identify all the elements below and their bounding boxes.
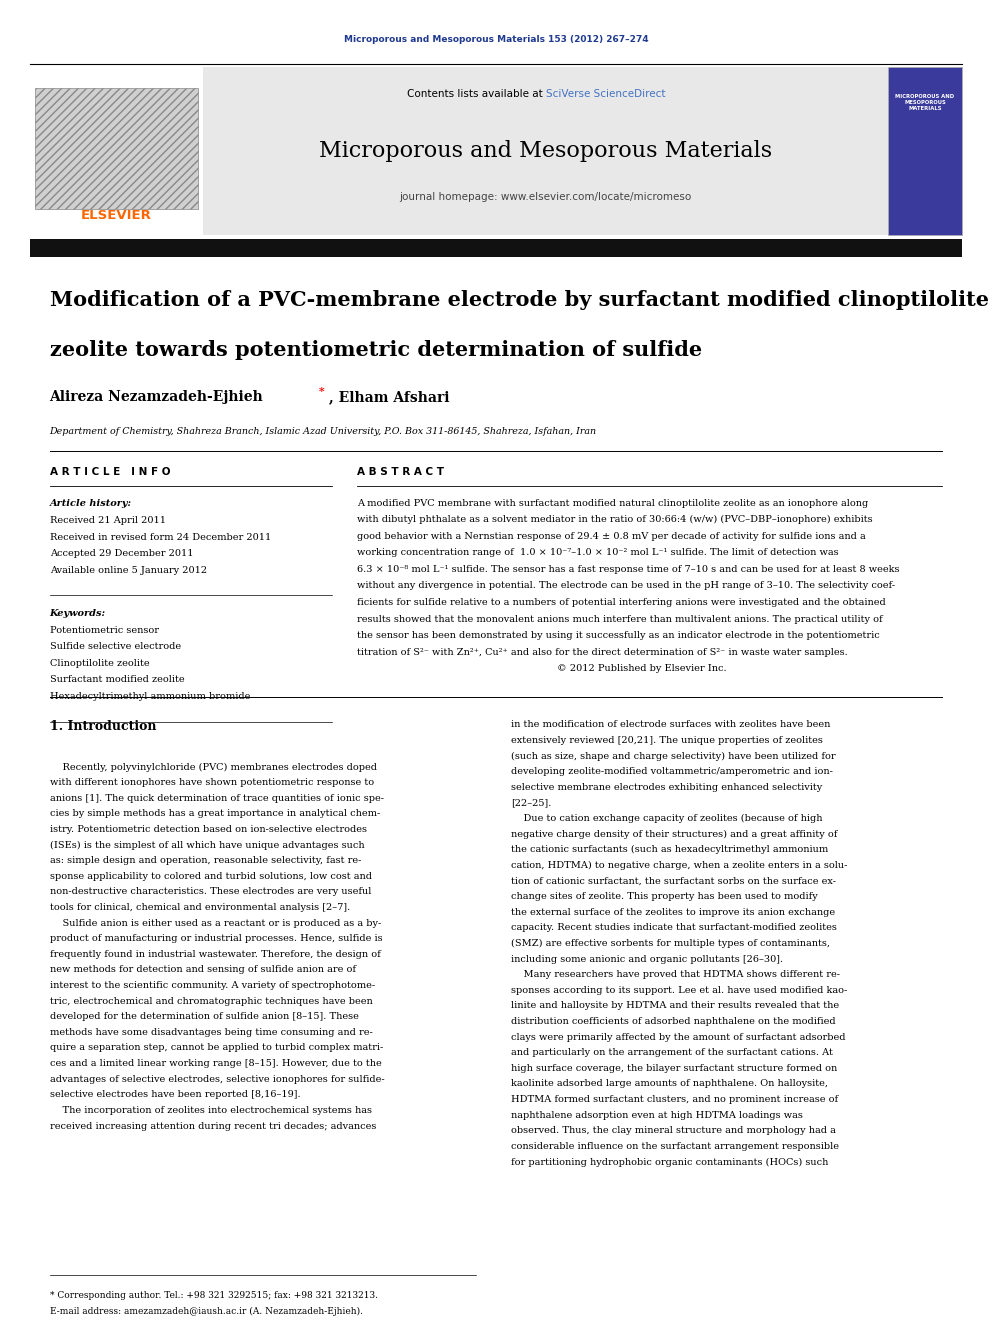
Text: , Elham Afshari: , Elham Afshari (329, 390, 449, 405)
Text: Contents lists available at: Contents lists available at (407, 89, 546, 99)
Text: received increasing attention during recent tri decades; advances: received increasing attention during rec… (50, 1122, 376, 1131)
Text: ELSEVIER: ELSEVIER (81, 209, 152, 222)
Text: sponses according to its support. Lee et al. have used modified kao-: sponses according to its support. Lee et… (511, 986, 847, 995)
Text: sponse applicability to colored and turbid solutions, low cost and: sponse applicability to colored and turb… (50, 872, 372, 881)
Text: ces and a limited linear working range [8–15]. However, due to the: ces and a limited linear working range [… (50, 1060, 381, 1068)
Text: Sulfide anion is either used as a reactant or is produced as a by-: Sulfide anion is either used as a reacta… (50, 918, 381, 927)
Text: Clinoptilolite zeolite: Clinoptilolite zeolite (50, 659, 149, 668)
Text: HDTMA formed surfactant clusters, and no prominent increase of: HDTMA formed surfactant clusters, and no… (511, 1095, 838, 1105)
Text: good behavior with a Nernstian response of 29.4 ± 0.8 mV per decade of activity : good behavior with a Nernstian response … (357, 532, 866, 541)
Text: linite and halloysite by HDTMA and their results revealed that the: linite and halloysite by HDTMA and their… (511, 1002, 839, 1011)
Text: kaolinite adsorbed large amounts of naphthalene. On halloysite,: kaolinite adsorbed large amounts of naph… (511, 1080, 828, 1089)
Text: Accepted 29 December 2011: Accepted 29 December 2011 (50, 549, 193, 558)
Text: Potentiometric sensor: Potentiometric sensor (50, 626, 159, 635)
Text: Keywords:: Keywords: (50, 609, 106, 618)
Text: extensively reviewed [20,21]. The unique properties of zeolites: extensively reviewed [20,21]. The unique… (511, 736, 822, 745)
Text: Many researchers have proved that HDTMA shows different re-: Many researchers have proved that HDTMA … (511, 970, 840, 979)
Text: Hexadecyltrimethyl ammonium bromide: Hexadecyltrimethyl ammonium bromide (50, 692, 250, 701)
Text: Article history:: Article history: (50, 499, 132, 508)
Text: the sensor has been demonstrated by using it successfully as an indicator electr: the sensor has been demonstrated by usin… (357, 631, 880, 640)
Text: [22–25].: [22–25]. (511, 799, 552, 807)
Text: and particularly on the arrangement of the surfactant cations. At: and particularly on the arrangement of t… (511, 1048, 832, 1057)
Text: non-destructive characteristics. These electrodes are very useful: non-destructive characteristics. These e… (50, 888, 371, 897)
Text: Recently, polyvinylchloride (PVC) membranes electrodes doped: Recently, polyvinylchloride (PVC) membra… (50, 762, 377, 771)
Text: E-mail address: amezamzadeh@iaush.ac.ir (A. Nezamzadeh-Ejhieh).: E-mail address: amezamzadeh@iaush.ac.ir … (50, 1307, 363, 1316)
Text: The incorporation of zeolites into electrochemical systems has: The incorporation of zeolites into elect… (50, 1106, 372, 1115)
Text: cation, HDTMA) to negative charge, when a zeolite enters in a solu-: cation, HDTMA) to negative charge, when … (511, 861, 847, 871)
Text: (ISEs) is the simplest of all which have unique advantages such: (ISEs) is the simplest of all which have… (50, 840, 364, 849)
Bar (888, 67, 962, 235)
Text: journal homepage: www.elsevier.com/locate/micromeso: journal homepage: www.elsevier.com/locat… (400, 192, 691, 202)
Text: cies by simple methods has a great importance in analytical chem-: cies by simple methods has a great impor… (50, 810, 380, 819)
Text: SciVerse ScienceDirect: SciVerse ScienceDirect (546, 89, 665, 99)
Text: MICROPOROUS AND
MESOPOROUS
MATERIALS: MICROPOROUS AND MESOPOROUS MATERIALS (896, 94, 954, 111)
Text: tion of cationic surfactant, the surfactant sorbs on the surface ex-: tion of cationic surfactant, the surfact… (511, 877, 836, 885)
Text: observed. Thus, the clay mineral structure and morphology had a: observed. Thus, the clay mineral structu… (511, 1126, 835, 1135)
Text: titration of S²⁻ with Zn²⁺, Cu²⁺ and also for the direct determination of S²⁻ in: titration of S²⁻ with Zn²⁺, Cu²⁺ and als… (357, 648, 848, 656)
Text: *: * (315, 386, 325, 397)
Bar (203, 67, 888, 235)
Text: in the modification of electrode surfaces with zeolites have been: in the modification of electrode surface… (511, 721, 830, 729)
Text: (SMZ) are effective sorbents for multiple types of contaminants,: (SMZ) are effective sorbents for multipl… (511, 939, 830, 949)
Text: Received in revised form 24 December 2011: Received in revised form 24 December 201… (50, 532, 271, 541)
Text: negative charge density of their structures) and a great affinity of: negative charge density of their structu… (511, 830, 837, 839)
Text: Due to cation exchange capacity of zeolites (because of high: Due to cation exchange capacity of zeoli… (511, 814, 822, 823)
Text: Available online 5 January 2012: Available online 5 January 2012 (50, 566, 206, 574)
Text: including some anionic and organic pollutants [26–30].: including some anionic and organic pollu… (511, 955, 783, 963)
Text: change sites of zeolite. This property has been used to modify: change sites of zeolite. This property h… (511, 892, 817, 901)
Bar (30, 67, 203, 235)
Text: clays were primarily affected by the amount of surfactant adsorbed: clays were primarily affected by the amo… (511, 1033, 845, 1041)
Text: with different ionophores have shown potentiometric response to: with different ionophores have shown pot… (50, 778, 374, 787)
Text: high surface coverage, the bilayer surfactant structure formed on: high surface coverage, the bilayer surfa… (511, 1064, 837, 1073)
Text: considerable influence on the surfactant arrangement responsible: considerable influence on the surfactant… (511, 1142, 839, 1151)
Text: anions [1]. The quick determination of trace quantities of ionic spe-: anions [1]. The quick determination of t… (50, 794, 384, 803)
Text: tools for clinical, chemical and environmental analysis [2–7].: tools for clinical, chemical and environ… (50, 904, 350, 912)
Text: Modification of a PVC-membrane electrode by surfactant modified clinoptilolite: Modification of a PVC-membrane electrode… (50, 290, 989, 310)
Text: results showed that the monovalent anions much interfere than multivalent anions: results showed that the monovalent anion… (357, 615, 883, 623)
Text: A R T I C L E   I N F O: A R T I C L E I N F O (50, 467, 170, 478)
Text: working concentration range of  1.0 × 10⁻⁷–1.0 × 10⁻² mol L⁻¹ sulfide. The limit: working concentration range of 1.0 × 10⁻… (357, 549, 839, 557)
Text: A B S T R A C T: A B S T R A C T (357, 467, 444, 478)
Text: A modified PVC membrane with surfactant modified natural clinoptilolite zeolite : A modified PVC membrane with surfactant … (357, 499, 868, 508)
Text: 6.3 × 10⁻⁸ mol L⁻¹ sulfide. The sensor has a fast response time of 7–10 s and ca: 6.3 × 10⁻⁸ mol L⁻¹ sulfide. The sensor h… (357, 565, 900, 574)
Text: naphthalene adsorption even at high HDTMA loadings was: naphthalene adsorption even at high HDTM… (511, 1111, 803, 1119)
Text: new methods for detection and sensing of sulfide anion are of: new methods for detection and sensing of… (50, 966, 355, 975)
Text: Sulfide selective electrode: Sulfide selective electrode (50, 643, 181, 651)
Text: selective electrodes have been reported [8,16–19].: selective electrodes have been reported … (50, 1090, 301, 1099)
Text: (such as size, shape and charge selectivity) have been utilized for: (such as size, shape and charge selectiv… (511, 751, 835, 761)
Text: interest to the scientific community. A variety of spectrophotome-: interest to the scientific community. A … (50, 982, 375, 990)
Text: tric, electrochemical and chromatographic techniques have been: tric, electrochemical and chromatographi… (50, 996, 372, 1005)
Text: distribution coefficients of adsorbed naphthalene on the modified: distribution coefficients of adsorbed na… (511, 1017, 835, 1027)
Text: selective membrane electrodes exhibiting enhanced selectivity: selective membrane electrodes exhibiting… (511, 783, 822, 792)
Text: without any divergence in potential. The electrode can be used in the pH range o: without any divergence in potential. The… (357, 582, 895, 590)
Text: Alireza Nezamzadeh-Ejhieh: Alireza Nezamzadeh-Ejhieh (50, 390, 263, 405)
Text: ficients for sulfide relative to a numbers of potential interfering anions were : ficients for sulfide relative to a numbe… (357, 598, 886, 607)
Text: zeolite towards potentiometric determination of sulfide: zeolite towards potentiometric determina… (50, 340, 701, 360)
Text: advantages of selective electrodes, selective ionophores for sulfide-: advantages of selective electrodes, sele… (50, 1074, 384, 1084)
Text: © 2012 Published by Elsevier Inc.: © 2012 Published by Elsevier Inc. (357, 664, 727, 673)
Text: developing zeolite-modified voltammetric/amperometric and ion-: developing zeolite-modified voltammetric… (511, 767, 832, 777)
Text: with dibutyl phthalate as a solvent mediator in the ratio of 30:66:4 (w/w) (PVC–: with dibutyl phthalate as a solvent medi… (357, 516, 873, 524)
Text: the cationic surfactants (such as hexadecyltrimethyl ammonium: the cationic surfactants (such as hexade… (511, 845, 828, 855)
Text: quire a separation step, cannot be applied to turbid complex matri-: quire a separation step, cannot be appli… (50, 1044, 383, 1053)
Text: developed for the determination of sulfide anion [8–15]. These: developed for the determination of sulfi… (50, 1012, 358, 1021)
Text: methods have some disadvantages being time consuming and re-: methods have some disadvantages being ti… (50, 1028, 372, 1037)
Text: Microporous and Mesoporous Materials 153 (2012) 267–274: Microporous and Mesoporous Materials 153… (343, 36, 649, 44)
Text: as: simple design and operation, reasonable selectivity, fast re-: as: simple design and operation, reasona… (50, 856, 361, 865)
Text: frequently found in industrial wastewater. Therefore, the design of: frequently found in industrial wastewate… (50, 950, 380, 959)
Text: istry. Potentiometric detection based on ion-selective electrodes: istry. Potentiometric detection based on… (50, 826, 367, 833)
Text: * Corresponding author. Tel.: +98 321 3292515; fax: +98 321 3213213.: * Corresponding author. Tel.: +98 321 32… (50, 1291, 378, 1301)
Text: product of manufacturing or industrial processes. Hence, sulfide is: product of manufacturing or industrial p… (50, 934, 382, 943)
Text: Received 21 April 2011: Received 21 April 2011 (50, 516, 166, 525)
Bar (30, 239, 962, 257)
Text: for partitioning hydrophobic organic contaminants (HOCs) such: for partitioning hydrophobic organic con… (511, 1158, 828, 1167)
Text: Microporous and Mesoporous Materials: Microporous and Mesoporous Materials (319, 140, 772, 161)
Text: 1. Introduction: 1. Introduction (50, 721, 156, 733)
Text: capacity. Recent studies indicate that surfactant-modified zeolites: capacity. Recent studies indicate that s… (511, 923, 837, 933)
Text: Department of Chemistry, Shahreza Branch, Islamic Azad University, P.O. Box 311-: Department of Chemistry, Shahreza Branch… (50, 427, 597, 437)
Bar (35, 89, 198, 209)
Text: the external surface of the zeolites to improve its anion exchange: the external surface of the zeolites to … (511, 908, 835, 917)
Text: Surfactant modified zeolite: Surfactant modified zeolite (50, 675, 185, 684)
